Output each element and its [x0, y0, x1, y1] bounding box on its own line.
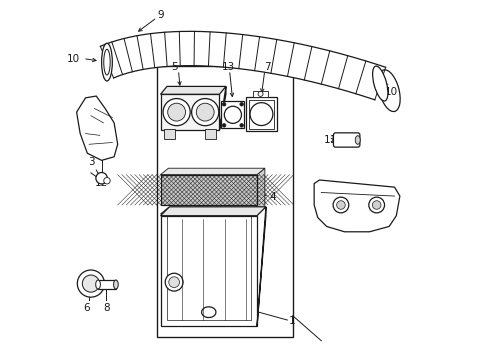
Text: 12: 12	[95, 178, 108, 188]
Polygon shape	[219, 86, 225, 130]
Circle shape	[77, 270, 104, 297]
Circle shape	[368, 197, 384, 213]
Circle shape	[222, 103, 225, 106]
Bar	[166, 216, 250, 320]
Circle shape	[168, 277, 179, 288]
Circle shape	[191, 99, 218, 126]
Polygon shape	[160, 86, 225, 94]
Bar	[248, 100, 274, 129]
Circle shape	[165, 273, 183, 291]
Text: 11: 11	[324, 135, 337, 145]
Text: 2: 2	[325, 201, 331, 211]
Polygon shape	[257, 207, 265, 327]
Bar	[221, 102, 244, 128]
Circle shape	[224, 106, 241, 123]
Ellipse shape	[103, 49, 110, 75]
Circle shape	[222, 123, 225, 127]
Circle shape	[332, 197, 348, 213]
Circle shape	[258, 91, 263, 96]
Text: 6: 6	[83, 303, 90, 313]
Circle shape	[96, 172, 107, 184]
Circle shape	[163, 99, 190, 126]
Circle shape	[372, 201, 380, 209]
Circle shape	[240, 123, 243, 127]
Bar	[246, 97, 276, 131]
Text: 9: 9	[157, 10, 163, 19]
Ellipse shape	[354, 136, 360, 144]
Bar	[160, 94, 219, 130]
Text: 13: 13	[222, 63, 235, 72]
Circle shape	[167, 103, 185, 121]
Circle shape	[249, 103, 272, 126]
Text: 5: 5	[171, 63, 178, 72]
Text: 1: 1	[288, 316, 295, 327]
Polygon shape	[257, 168, 264, 214]
Circle shape	[336, 201, 345, 209]
Polygon shape	[313, 180, 399, 232]
Ellipse shape	[372, 66, 387, 101]
Bar	[160, 175, 257, 205]
Text: 7: 7	[263, 63, 270, 72]
Bar	[164, 129, 175, 139]
Text: 10: 10	[384, 87, 397, 97]
Polygon shape	[100, 31, 385, 100]
Circle shape	[103, 177, 110, 184]
Bar	[157, 66, 292, 337]
Text: 10: 10	[66, 54, 80, 64]
Bar	[205, 129, 216, 139]
Polygon shape	[77, 96, 118, 160]
Text: 4: 4	[269, 192, 276, 202]
Bar	[253, 91, 267, 97]
Bar	[98, 280, 116, 289]
Text: 8: 8	[103, 303, 110, 313]
Ellipse shape	[113, 280, 118, 289]
Ellipse shape	[102, 43, 112, 81]
Circle shape	[82, 275, 99, 292]
Polygon shape	[160, 207, 264, 214]
Text: 3: 3	[88, 157, 95, 167]
Circle shape	[240, 103, 243, 106]
Bar	[160, 216, 257, 327]
Polygon shape	[160, 207, 265, 216]
FancyBboxPatch shape	[333, 133, 359, 147]
Ellipse shape	[96, 280, 100, 289]
Circle shape	[196, 103, 214, 121]
Polygon shape	[160, 168, 264, 175]
